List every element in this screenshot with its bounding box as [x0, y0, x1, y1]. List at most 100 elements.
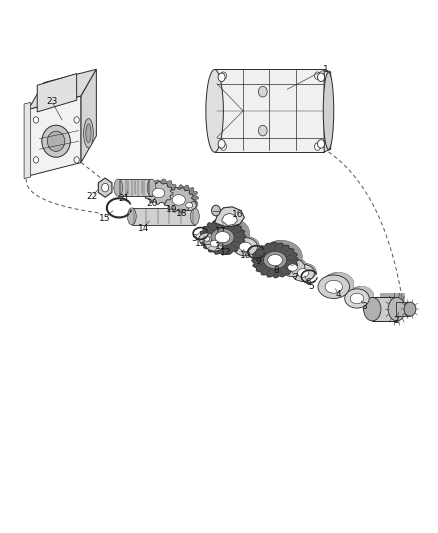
Polygon shape: [215, 69, 324, 152]
Ellipse shape: [186, 203, 193, 208]
Ellipse shape: [215, 231, 230, 243]
Text: 5: 5: [308, 282, 314, 290]
Polygon shape: [148, 179, 177, 201]
Ellipse shape: [191, 208, 199, 225]
Polygon shape: [144, 179, 177, 204]
Text: 11: 11: [215, 242, 226, 251]
Text: 6: 6: [305, 278, 311, 287]
Ellipse shape: [323, 72, 334, 149]
Polygon shape: [24, 102, 31, 179]
Circle shape: [212, 205, 220, 216]
Text: 7: 7: [292, 273, 298, 281]
Ellipse shape: [152, 188, 165, 198]
Ellipse shape: [114, 179, 123, 196]
Polygon shape: [275, 240, 302, 276]
Text: 10: 10: [240, 252, 251, 260]
Text: 21: 21: [118, 194, 130, 203]
Text: 18: 18: [176, 209, 187, 217]
Polygon shape: [334, 272, 354, 298]
Ellipse shape: [268, 255, 283, 265]
Ellipse shape: [201, 232, 216, 244]
Ellipse shape: [205, 236, 224, 251]
Polygon shape: [98, 178, 112, 197]
Ellipse shape: [127, 208, 136, 225]
Polygon shape: [372, 297, 397, 321]
Text: 17: 17: [215, 228, 226, 236]
Polygon shape: [199, 219, 246, 255]
Text: 15: 15: [99, 214, 111, 223]
Polygon shape: [396, 302, 410, 316]
Circle shape: [102, 183, 109, 192]
Polygon shape: [223, 217, 250, 253]
Ellipse shape: [318, 275, 350, 298]
Polygon shape: [168, 185, 198, 209]
Circle shape: [218, 73, 225, 82]
Text: 9: 9: [255, 257, 261, 265]
Text: 20: 20: [146, 199, 158, 208]
Polygon shape: [380, 293, 405, 316]
Ellipse shape: [184, 199, 198, 209]
Text: 4: 4: [336, 290, 341, 299]
Text: 23: 23: [46, 97, 57, 106]
Polygon shape: [37, 74, 77, 112]
Polygon shape: [324, 69, 331, 152]
Ellipse shape: [260, 240, 302, 272]
Text: 19: 19: [166, 205, 178, 214]
Ellipse shape: [182, 200, 196, 211]
Circle shape: [258, 125, 267, 136]
Ellipse shape: [345, 289, 369, 308]
Circle shape: [314, 143, 321, 150]
Ellipse shape: [322, 272, 354, 296]
Ellipse shape: [388, 297, 406, 321]
Ellipse shape: [233, 238, 258, 256]
Polygon shape: [144, 182, 173, 204]
Polygon shape: [118, 179, 152, 196]
Circle shape: [74, 157, 79, 163]
Ellipse shape: [42, 125, 70, 157]
Ellipse shape: [206, 69, 223, 152]
Ellipse shape: [147, 179, 156, 196]
Ellipse shape: [204, 237, 210, 241]
Ellipse shape: [325, 280, 343, 293]
Ellipse shape: [293, 263, 316, 280]
Ellipse shape: [280, 259, 305, 277]
Text: 16: 16: [232, 211, 244, 219]
Ellipse shape: [297, 269, 309, 277]
Circle shape: [220, 143, 226, 150]
Circle shape: [74, 117, 79, 123]
Ellipse shape: [84, 118, 93, 148]
Text: 14: 14: [138, 224, 149, 232]
Polygon shape: [251, 242, 299, 278]
Circle shape: [314, 72, 321, 79]
Polygon shape: [163, 188, 194, 212]
Ellipse shape: [350, 293, 364, 304]
Text: 13: 13: [195, 239, 206, 248]
Text: 1: 1: [323, 65, 329, 74]
Polygon shape: [81, 69, 96, 163]
Circle shape: [258, 86, 267, 97]
Circle shape: [218, 140, 225, 148]
Circle shape: [220, 72, 226, 79]
Ellipse shape: [404, 302, 416, 316]
Polygon shape: [215, 207, 244, 227]
Ellipse shape: [349, 286, 374, 305]
Text: 2: 2: [394, 317, 399, 325]
Ellipse shape: [235, 237, 259, 255]
Ellipse shape: [172, 195, 185, 205]
Polygon shape: [357, 286, 374, 308]
Ellipse shape: [208, 217, 250, 249]
Polygon shape: [163, 185, 198, 212]
Ellipse shape: [292, 264, 314, 281]
Ellipse shape: [211, 228, 234, 246]
Circle shape: [318, 140, 325, 148]
Ellipse shape: [86, 124, 91, 142]
Polygon shape: [28, 96, 81, 176]
Circle shape: [33, 157, 39, 163]
Text: 3: 3: [361, 302, 367, 311]
Text: 22: 22: [86, 192, 98, 200]
Ellipse shape: [207, 235, 226, 250]
Ellipse shape: [210, 240, 219, 247]
Circle shape: [318, 73, 325, 82]
Ellipse shape: [364, 297, 381, 321]
Ellipse shape: [239, 242, 251, 252]
